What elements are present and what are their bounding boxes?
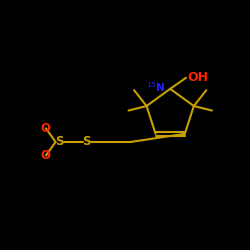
- Text: O: O: [41, 122, 51, 135]
- Text: O: O: [41, 149, 51, 162]
- Text: S: S: [82, 136, 91, 148]
- Text: $^{15}$N: $^{15}$N: [146, 80, 165, 94]
- Text: S: S: [55, 136, 64, 148]
- Text: OH: OH: [188, 71, 209, 84]
